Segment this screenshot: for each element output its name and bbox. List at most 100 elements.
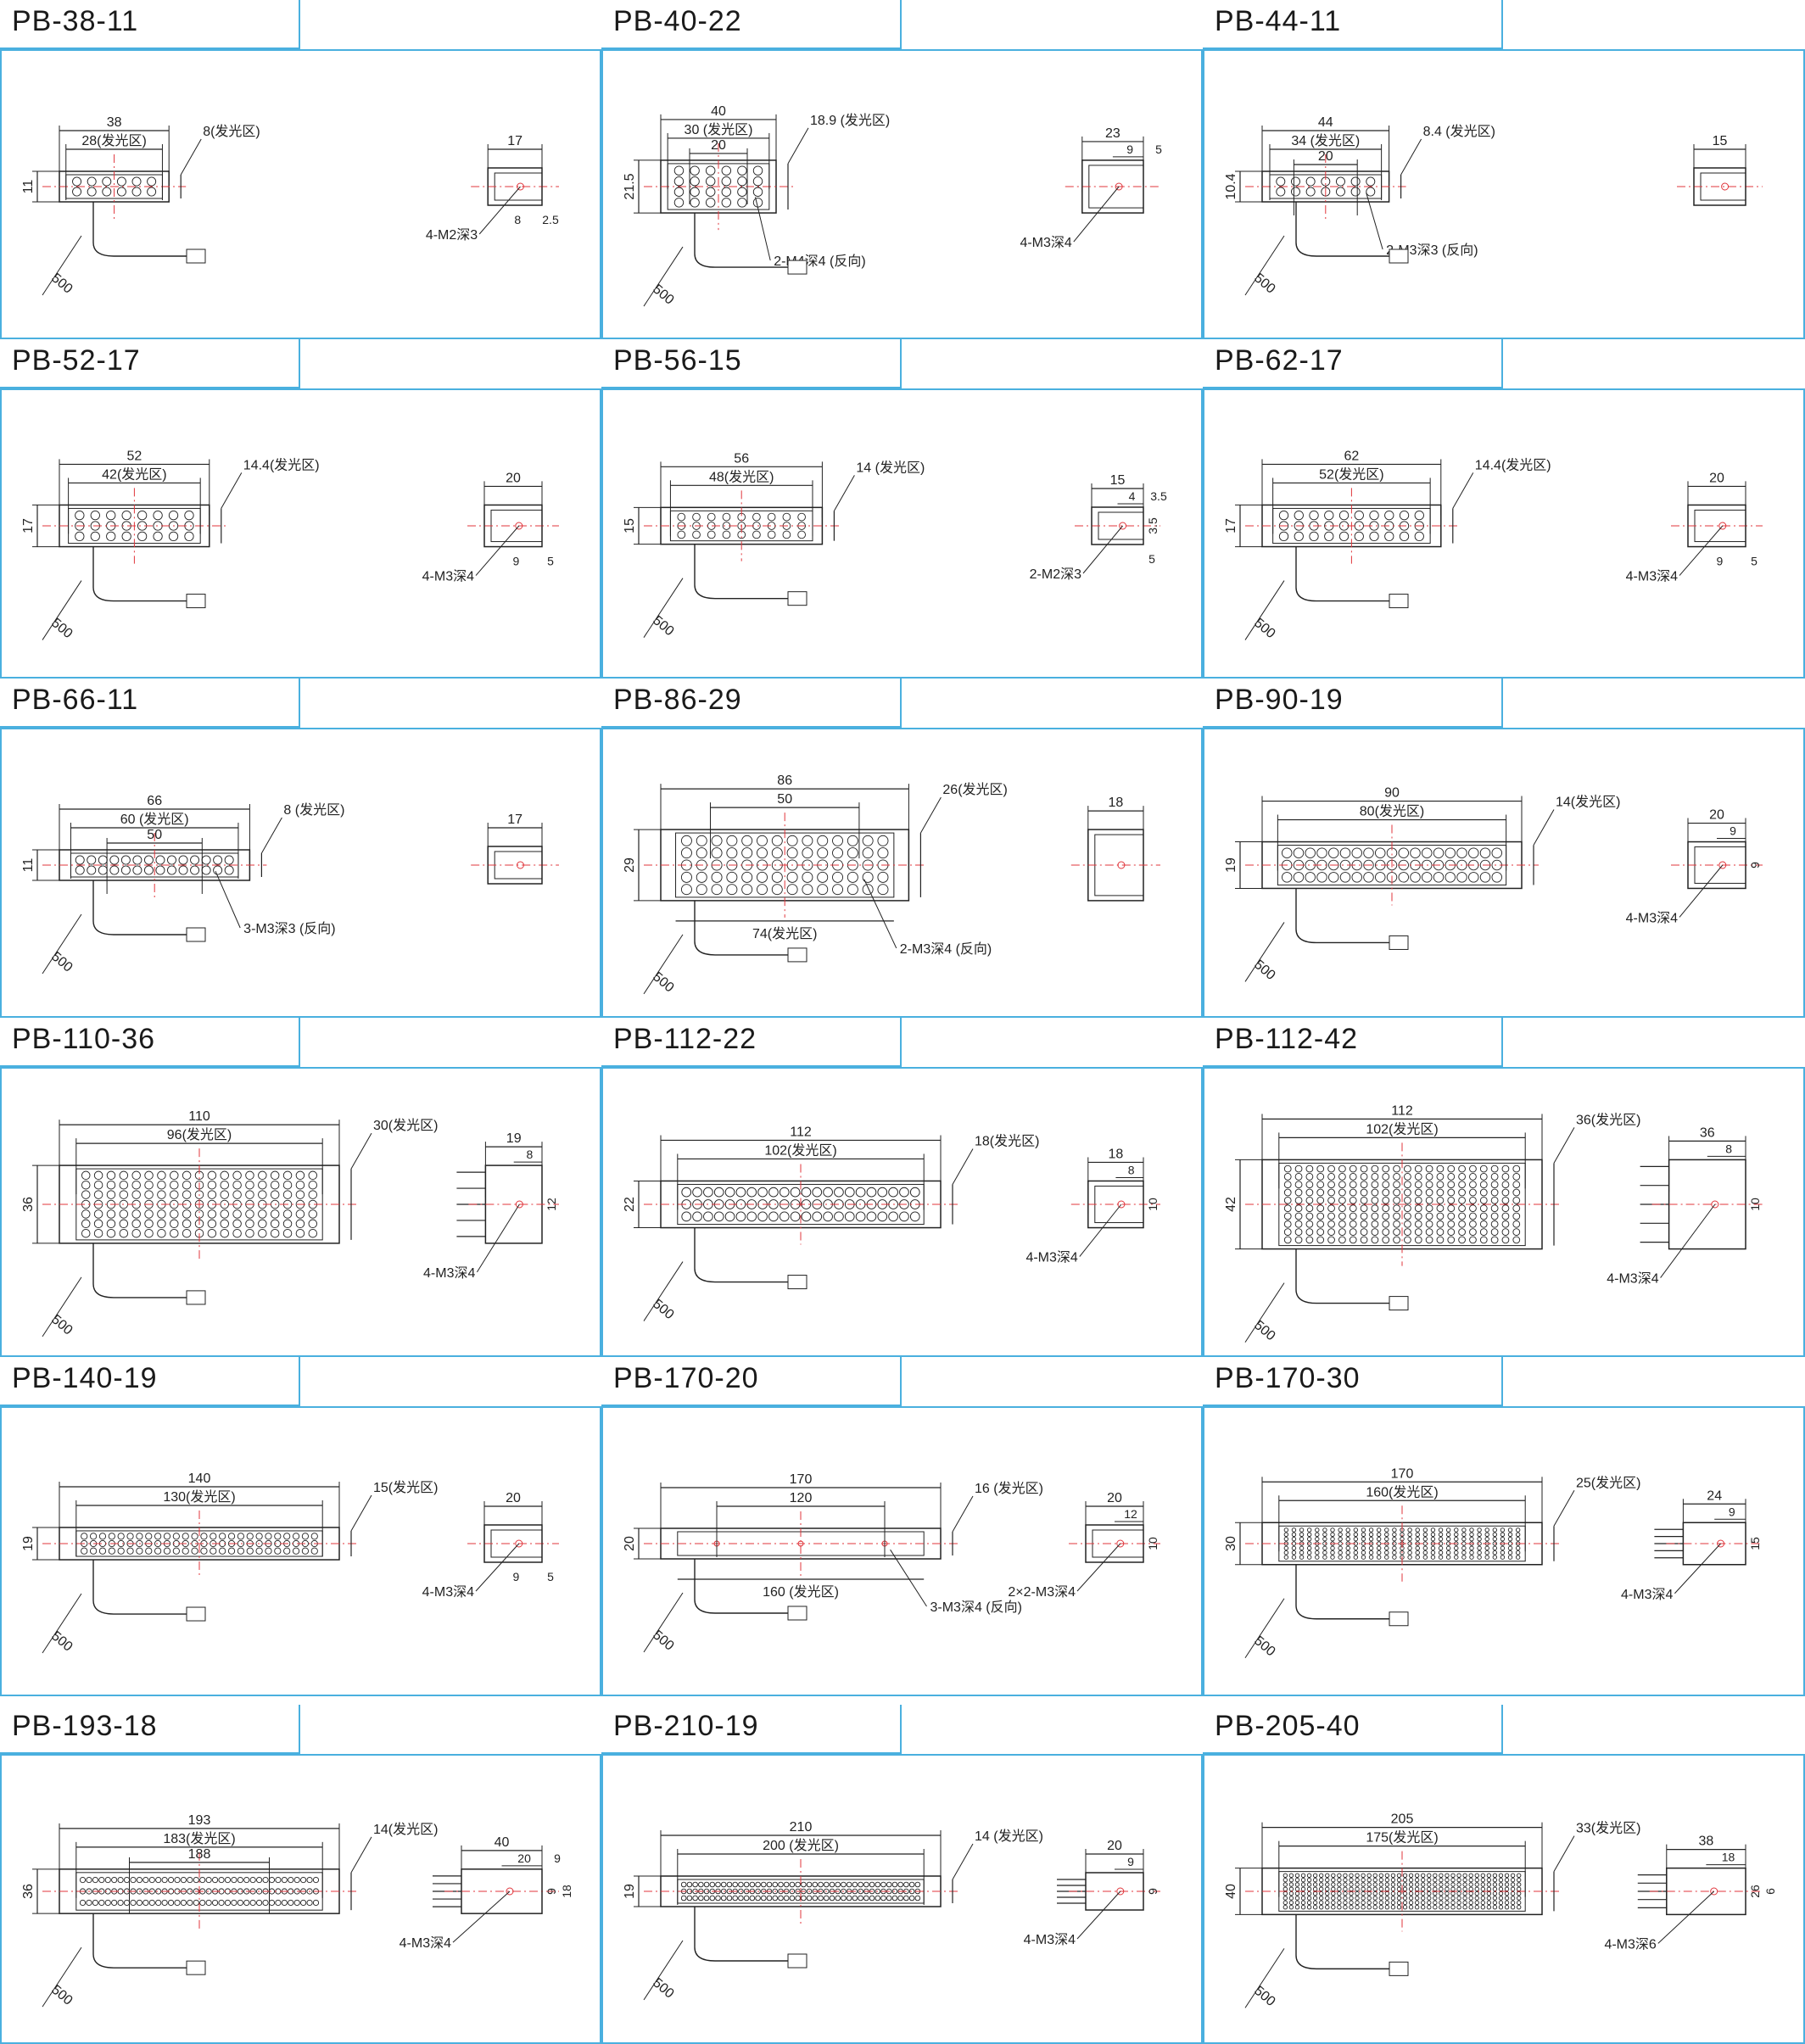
led-cell [255,1539,263,1548]
led-cell [1384,1555,1389,1560]
emitting-length-dimension: 42(发光区) [102,466,166,482]
led-cell [1404,1212,1411,1220]
led-cell [170,1209,179,1219]
led-cell [116,176,126,187]
led-cell [779,1211,790,1222]
led-cell [1328,872,1339,883]
side-view: 209 54-M3深4 [422,1491,559,1600]
led-cell [1325,1886,1330,1892]
height-dimension: 19 [21,1536,36,1551]
led-cell [1294,1204,1303,1213]
led-cell [1512,1196,1521,1204]
led-cell [726,835,738,846]
led-cell [1325,1905,1330,1910]
led-cell [142,1876,149,1884]
connector [186,249,206,264]
front-view [42,1510,356,1578]
led-cell [1338,1228,1346,1236]
led-cell [1392,1527,1397,1533]
led-cell [258,1228,267,1238]
led-cell [771,835,783,846]
led-cell [1436,1236,1445,1244]
led-cell [1425,1188,1433,1197]
led-cell [858,1888,863,1895]
led-cell [1501,1196,1510,1204]
led-cell [713,1187,724,1198]
led-cell [1366,1905,1372,1910]
led-cell [1300,1896,1306,1901]
led-cell [786,884,798,896]
led-cell [1398,872,1409,883]
led-cell [823,1211,833,1222]
led-cell [1283,1236,1292,1244]
led-cell [1390,1877,1396,1883]
led-cell [1327,1188,1335,1197]
led-cell [1474,1890,1479,1896]
led-cell [1422,1527,1428,1533]
led-cell [1349,1188,1357,1197]
led-cell [772,1895,779,1902]
side-offset-dimension: 8 [1128,1163,1135,1176]
led-cell [1355,1890,1360,1896]
led-cell [1454,1550,1459,1555]
led-cell [818,1895,824,1902]
product-cell: PB-140-19 140 130(发光区) 19 15(发光区) 500 20 9 5 4-M3… [0,1357,601,1696]
led-cell [258,1209,267,1219]
side-offset-dimension: 9 [1730,824,1736,838]
led-cell [163,1533,171,1540]
led-cell [680,847,692,859]
led-cell [771,884,783,896]
led-cell [1415,1532,1420,1537]
depth-dimension: 20 [1107,1491,1122,1505]
led-cell [1360,1228,1368,1236]
cable: 500 [42,1913,206,2008]
led-cell [1477,1536,1482,1542]
led-cell [686,1888,693,1895]
led-cell [1361,1545,1366,1551]
led-cell [1371,1173,1379,1181]
led-cell [1306,1877,1312,1883]
led-cell [1414,1905,1420,1910]
led-cell [761,1895,767,1902]
led-cell [1328,859,1339,871]
height-dimension: 19 [1224,857,1238,873]
led-cell [1414,1900,1420,1906]
mount-hole-callout: 4-M2深3 [426,227,478,243]
led-cell [1282,847,1293,858]
led-cell [1474,1905,1479,1910]
led-cell [1384,1536,1389,1542]
led-cell [852,1881,858,1888]
led-cell [1372,1882,1378,1887]
led-cell [1338,531,1350,542]
led-cell [846,1895,852,1902]
led-cell [1415,1555,1420,1560]
led-cell [1349,1236,1357,1244]
led-cell [1392,1536,1397,1542]
led-cell [249,1876,256,1884]
led-cell [1322,1536,1327,1542]
led-cell [1305,1164,1314,1173]
led-cell [1337,1873,1342,1878]
led-cell [306,1899,313,1907]
led-cell [224,1899,232,1907]
led-cell [1396,1882,1402,1887]
connector [787,1606,808,1621]
led-cell [847,847,858,859]
led-cell [106,531,116,542]
led-cell [180,1876,187,1884]
side-offset-dimension-2: 3.5 [1150,489,1167,503]
led-cell [1415,1545,1420,1551]
led-cell [841,1888,847,1895]
led-cell [1414,1877,1420,1883]
led-cell [1305,847,1316,858]
led-cell [1469,1228,1477,1236]
led-cell [1491,872,1502,883]
product-cell: PB-44-11 44 34 (发光区) 20 10.4 8.4 (发光区) 2-M3深3 … [1203,0,1805,339]
led-cell [1458,1204,1466,1213]
led-cell [1456,847,1467,858]
led-cell [1500,1536,1506,1542]
cable-length-label: 500 [650,969,676,995]
emitting-length-dimension: 80(发光区) [1360,804,1424,819]
